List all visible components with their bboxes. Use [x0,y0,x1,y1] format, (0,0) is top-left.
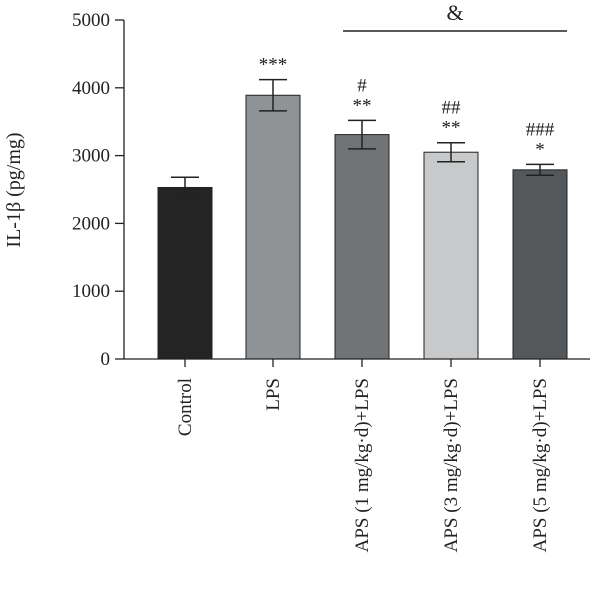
bar [512,169,568,360]
significance-hash: ### [526,119,555,140]
x-tick-label: LPS [263,378,284,411]
significance-hash: ## [442,98,462,119]
bar [245,94,301,360]
bar [423,151,479,360]
x-tick-label: Control [175,378,196,436]
significance-star: ** [353,95,372,116]
x-tick-label: APS (1 mg/kg·d)+LPS [352,378,373,552]
x-tick-label: APS (5 mg/kg·d)+LPS [530,378,551,552]
y-axis: 0 1000 2000 3000 4000 5000 [72,10,125,370]
x-tick-label: APS (3 mg/kg·d)+LPS [441,378,462,552]
y-tick-label: 5000 [72,10,110,31]
bars [157,78,568,360]
bar [334,134,390,360]
significance-star: ** [442,118,461,139]
significance-star: *** [259,55,288,76]
bar [157,186,213,360]
y-tick-label: 4000 [72,78,110,99]
bracket-label: & [446,0,463,25]
significance-hash: # [357,75,367,96]
y-axis-title: IL-1β (pg/mg) [3,132,25,247]
y-tick-label: 3000 [72,146,110,167]
y-tick-label: 2000 [72,213,110,234]
y-tick-label: 0 [101,349,111,370]
x-axis: Control LPS APS (1 mg/kg·d)+LPS APS (3 mg/k… [124,358,590,552]
significance-annotations: *****#**##*###& [259,0,567,160]
y-tick-label: 1000 [72,281,110,302]
significance-star: * [535,139,545,160]
